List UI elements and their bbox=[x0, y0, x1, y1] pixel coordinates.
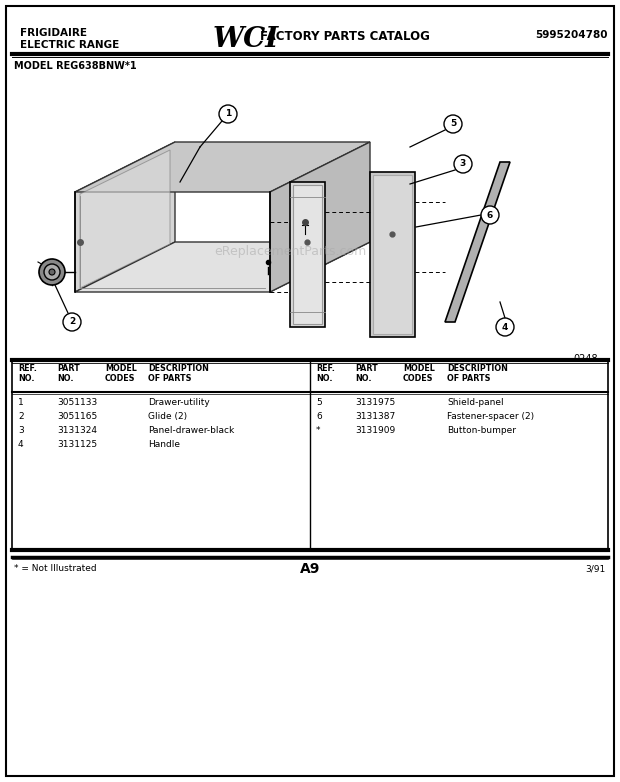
Text: 5: 5 bbox=[450, 120, 456, 128]
Text: Button-bumper: Button-bumper bbox=[447, 426, 516, 435]
Text: Drawer-utility: Drawer-utility bbox=[148, 398, 210, 407]
Text: Shield-panel: Shield-panel bbox=[447, 398, 503, 407]
Circle shape bbox=[44, 264, 60, 280]
Polygon shape bbox=[75, 242, 370, 292]
Text: 2: 2 bbox=[69, 317, 75, 327]
Text: 3051133: 3051133 bbox=[57, 398, 97, 407]
Text: 5995204780: 5995204780 bbox=[536, 30, 608, 40]
Circle shape bbox=[496, 318, 514, 336]
Text: 4: 4 bbox=[18, 440, 24, 449]
Text: FRIGIDAIRE: FRIGIDAIRE bbox=[20, 28, 87, 38]
Circle shape bbox=[481, 206, 499, 224]
Polygon shape bbox=[290, 182, 325, 327]
Polygon shape bbox=[373, 175, 412, 334]
Polygon shape bbox=[445, 162, 510, 322]
Text: 3/91: 3/91 bbox=[586, 564, 606, 573]
Text: 1: 1 bbox=[18, 398, 24, 407]
Text: 4: 4 bbox=[502, 322, 508, 332]
Text: DESCRIPTION
OF PARTS: DESCRIPTION OF PARTS bbox=[148, 364, 209, 383]
Circle shape bbox=[63, 313, 81, 331]
Text: *: * bbox=[316, 426, 321, 435]
Polygon shape bbox=[370, 172, 415, 337]
Text: REF.
NO.: REF. NO. bbox=[18, 364, 37, 383]
Text: FACTORY PARTS CATALOG: FACTORY PARTS CATALOG bbox=[260, 30, 430, 43]
Text: Handle: Handle bbox=[148, 440, 180, 449]
Text: 3131909: 3131909 bbox=[355, 426, 396, 435]
Text: DESCRIPTION
OF PARTS: DESCRIPTION OF PARTS bbox=[447, 364, 508, 383]
Text: 1: 1 bbox=[225, 109, 231, 119]
Text: MODEL REG638BNW*1: MODEL REG638BNW*1 bbox=[14, 61, 136, 71]
Text: REF.
NO.: REF. NO. bbox=[316, 364, 335, 383]
Text: eReplacementParts.com: eReplacementParts.com bbox=[214, 246, 366, 259]
Text: MODEL
CODES: MODEL CODES bbox=[403, 364, 435, 383]
Text: * = Not Illustrated: * = Not Illustrated bbox=[14, 564, 97, 573]
Polygon shape bbox=[270, 142, 370, 292]
Text: 3131387: 3131387 bbox=[355, 412, 396, 421]
Text: 5: 5 bbox=[316, 398, 322, 407]
Text: A9: A9 bbox=[300, 562, 320, 576]
Text: ELECTRIC RANGE: ELECTRIC RANGE bbox=[20, 40, 119, 50]
Text: 3131975: 3131975 bbox=[355, 398, 396, 407]
Text: 2: 2 bbox=[18, 412, 24, 421]
Polygon shape bbox=[80, 150, 170, 288]
Text: 3051165: 3051165 bbox=[57, 412, 97, 421]
Text: MODEL
CODES: MODEL CODES bbox=[105, 364, 137, 383]
Text: 3131324: 3131324 bbox=[57, 426, 97, 435]
Polygon shape bbox=[75, 142, 175, 292]
Circle shape bbox=[444, 115, 462, 133]
Text: Fastener-spacer (2): Fastener-spacer (2) bbox=[447, 412, 534, 421]
Text: WCI: WCI bbox=[213, 26, 279, 53]
Circle shape bbox=[49, 269, 55, 275]
Text: 3: 3 bbox=[460, 160, 466, 168]
Text: PART
NO.: PART NO. bbox=[57, 364, 80, 383]
Circle shape bbox=[39, 259, 65, 285]
Polygon shape bbox=[293, 185, 322, 324]
Text: 0248: 0248 bbox=[574, 354, 598, 364]
Circle shape bbox=[219, 105, 237, 123]
Text: 3: 3 bbox=[18, 426, 24, 435]
Polygon shape bbox=[75, 142, 370, 192]
Text: 6: 6 bbox=[487, 210, 493, 220]
Circle shape bbox=[454, 155, 472, 173]
Text: 6: 6 bbox=[316, 412, 322, 421]
Text: Panel-drawer-black: Panel-drawer-black bbox=[148, 426, 234, 435]
Bar bbox=[12, 360, 608, 550]
Text: Glide (2): Glide (2) bbox=[148, 412, 187, 421]
Text: 3131125: 3131125 bbox=[57, 440, 97, 449]
Text: PART
NO.: PART NO. bbox=[355, 364, 378, 383]
